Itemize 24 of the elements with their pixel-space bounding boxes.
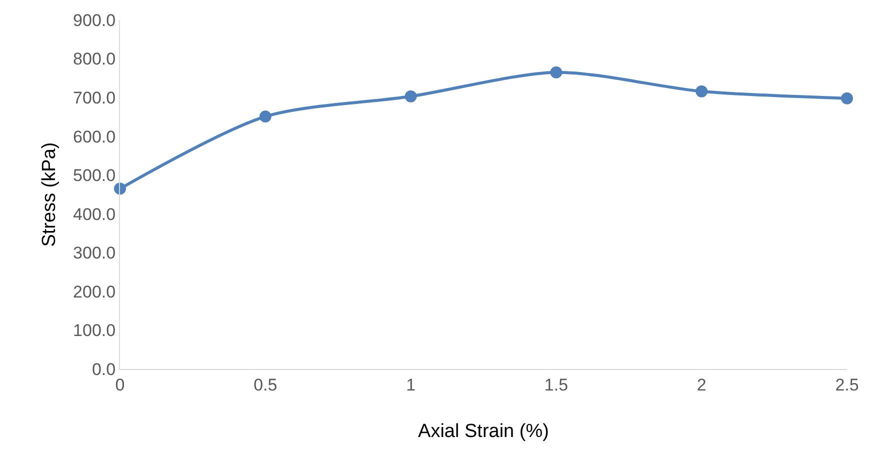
y-tick-label: 400.0 [73,204,116,224]
y-tick-label: 0.0 [92,360,116,379]
y-tick-label: 600.0 [73,127,116,146]
point [404,90,417,102]
x-tick-label: 0.5 [254,375,278,394]
x-tick-label: 1.5 [544,375,568,394]
x-tick-label: 0 [115,375,125,394]
point [841,92,853,104]
point [696,85,708,98]
y-tick-label: 200.0 [73,282,116,302]
y-tick-label: 100.0 [73,321,116,340]
point [550,66,562,78]
y-axis-title: Stress (kPa) [38,142,60,247]
y-tick-label: 300.0 [73,244,116,263]
y-tick-label: 700.0 [73,88,116,108]
point [259,110,272,123]
point [114,182,126,195]
y-tick-label: 500.0 [73,166,116,186]
x-tick-label: 2.5 [835,375,859,394]
x-tick-label: 1 [406,375,416,394]
y-tick-label: 800.0 [73,50,116,69]
x-tick-label: 2 [696,375,706,394]
x-axis-title: Axial Strain (%) [418,421,549,442]
y-tick-label: 900.0 [73,10,116,30]
